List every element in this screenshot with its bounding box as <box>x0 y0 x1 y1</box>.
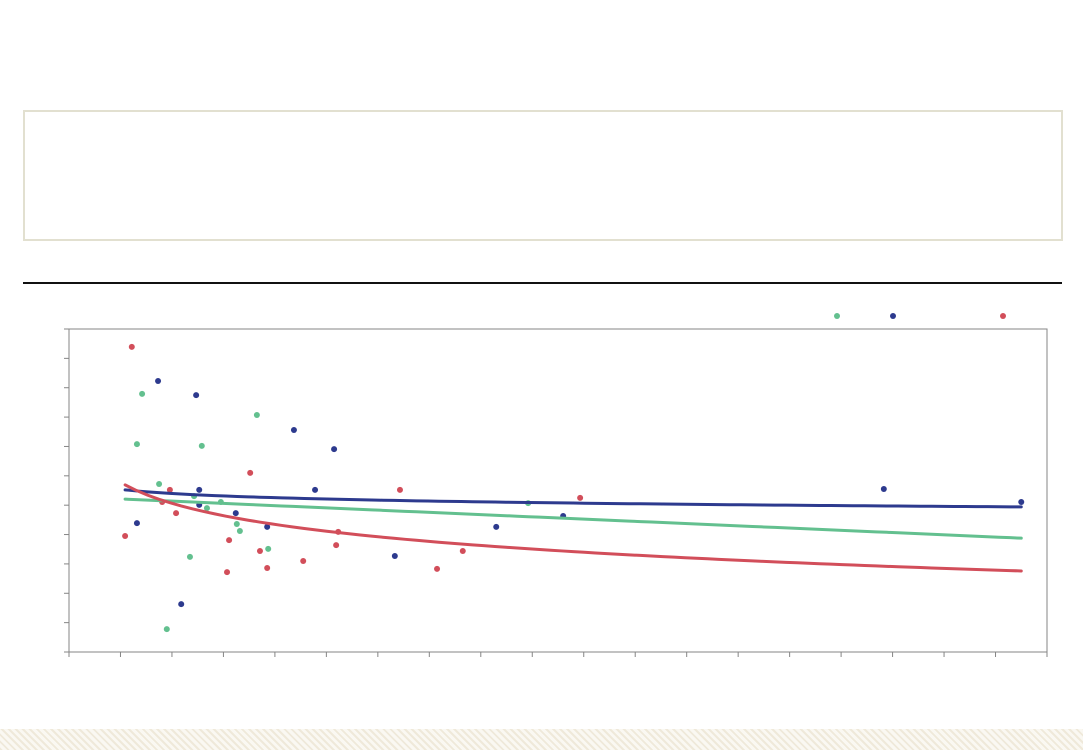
data-point-series-2 <box>178 601 185 608</box>
data-point-series-1 <box>233 520 240 527</box>
data-point-series-2 <box>155 377 162 384</box>
data-point-series-1 <box>186 553 193 560</box>
data-point-series-1 <box>265 545 272 552</box>
legend-marker-series-2 <box>890 313 896 319</box>
data-point-series-3 <box>333 542 340 549</box>
data-point-series-1 <box>156 481 163 488</box>
header-panel <box>23 110 1063 241</box>
data-point-series-2 <box>391 552 398 559</box>
data-point-series-2 <box>493 523 500 530</box>
data-point-series-3 <box>128 343 135 350</box>
data-point-series-3 <box>226 537 233 544</box>
data-point-series-3 <box>264 565 271 572</box>
data-point-series-3 <box>459 547 466 554</box>
data-point-series-1 <box>163 626 170 633</box>
data-point-series-3 <box>122 533 129 540</box>
data-point-series-3 <box>300 557 307 564</box>
data-point-series-3 <box>396 486 403 493</box>
data-point-series-2 <box>1018 498 1025 505</box>
data-point-series-3 <box>577 494 584 501</box>
data-point-series-2 <box>196 486 203 493</box>
data-point-series-2 <box>331 446 338 453</box>
data-point-series-2 <box>133 520 140 527</box>
data-point-series-1 <box>139 390 146 397</box>
footer-pattern-strip <box>0 729 1083 750</box>
data-point-series-1 <box>236 528 243 535</box>
data-point-series-1 <box>203 505 210 512</box>
data-point-series-1 <box>253 412 260 419</box>
data-point-series-2 <box>880 486 887 493</box>
data-point-series-2 <box>290 427 297 434</box>
legend-marker-series-3 <box>1000 313 1006 319</box>
data-point-series-2 <box>264 523 271 530</box>
data-point-series-3 <box>247 469 254 476</box>
trendline-series-1 <box>123 497 1023 540</box>
data-point-series-3 <box>224 569 231 576</box>
data-point-series-2 <box>312 486 319 493</box>
data-point-series-3 <box>434 565 441 572</box>
data-point-series-3 <box>166 486 173 493</box>
data-point-series-1 <box>198 442 205 449</box>
data-point-series-2 <box>193 392 200 399</box>
legend-marker-series-1 <box>834 313 840 319</box>
section-divider <box>23 282 1062 284</box>
trendline-series-3 <box>123 483 1023 573</box>
data-point-series-1 <box>133 441 140 448</box>
data-point-series-3 <box>173 510 180 517</box>
plot-area <box>68 328 1048 653</box>
data-point-series-3 <box>256 547 263 554</box>
trendline-series-2 <box>123 488 1023 509</box>
scatter-chart <box>64 313 1048 657</box>
data-point-series-2 <box>232 510 239 517</box>
